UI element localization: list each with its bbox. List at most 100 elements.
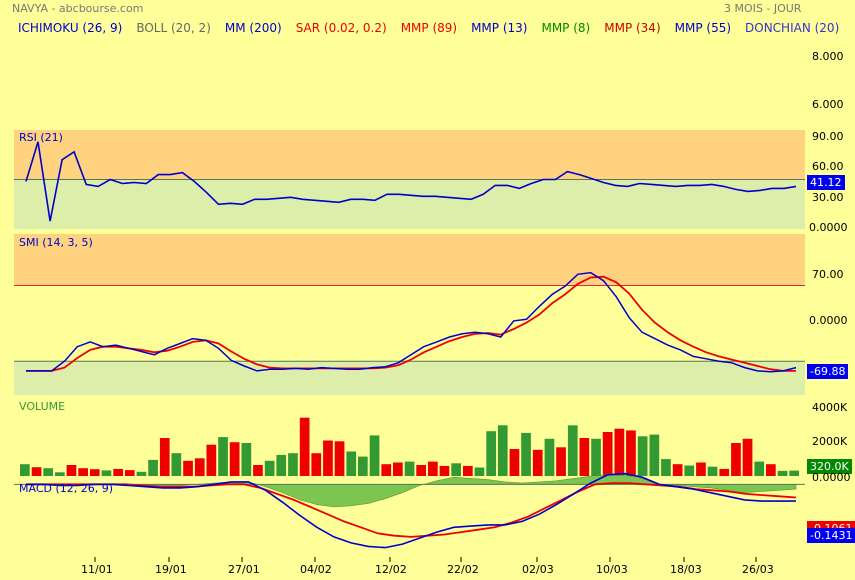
volume-bar bbox=[486, 431, 496, 476]
volume-bar bbox=[253, 465, 263, 476]
date-label: 02/03 bbox=[522, 563, 554, 576]
volume-bar bbox=[614, 428, 625, 476]
rsi-axis-0: 0.0000 bbox=[809, 221, 848, 234]
volume-bar bbox=[567, 425, 578, 476]
rsi-oversold-band bbox=[14, 179, 805, 229]
date-label: 11/01 bbox=[81, 563, 113, 576]
rsi-axis-90: 90.00 bbox=[812, 130, 844, 143]
indicator-mmp89[interactable]: MMP (89) bbox=[400, 21, 458, 35]
date-label: 04/02 bbox=[300, 563, 332, 576]
volume-bar bbox=[218, 437, 228, 476]
macd-last-value: -0.1431 bbox=[807, 528, 855, 543]
volume-bar bbox=[497, 425, 508, 476]
volume-bar bbox=[649, 434, 660, 476]
volume-bar bbox=[754, 461, 765, 476]
volume-bar bbox=[509, 449, 520, 476]
volume-bar bbox=[334, 441, 345, 476]
indicator-boll[interactable]: BOLL (20, 2) bbox=[136, 21, 211, 35]
date-label: 12/02 bbox=[375, 563, 407, 576]
date-label: 22/02 bbox=[447, 563, 479, 576]
volume-bar bbox=[124, 470, 135, 476]
smi-oversold-band bbox=[14, 361, 805, 395]
date-label: 10/03 bbox=[596, 563, 628, 576]
price-axis-8000: 8.000 bbox=[812, 50, 844, 63]
volume-bar bbox=[264, 460, 275, 476]
volume-bar bbox=[241, 443, 252, 476]
volume-bar bbox=[206, 444, 217, 476]
indicator-sar[interactable]: SAR (0.02, 0.2) bbox=[295, 21, 387, 35]
volume-bar bbox=[89, 469, 100, 476]
macd-axis-0: 0.0000 bbox=[812, 471, 851, 484]
volume-bar bbox=[183, 460, 193, 476]
volume-bar bbox=[684, 465, 695, 476]
smi-last-value: -69.88 bbox=[807, 364, 849, 379]
volume-bar bbox=[428, 461, 438, 476]
volume-bar bbox=[766, 464, 776, 476]
volume-bar bbox=[299, 417, 310, 476]
smi-line bbox=[26, 271, 797, 373]
volume-bar bbox=[579, 438, 590, 476]
volume-bar bbox=[451, 463, 461, 476]
indicator-mmp55[interactable]: MMP (55) bbox=[674, 21, 732, 35]
indicator-legend: ICHIMOKU (26, 9) BOLL (20, 2) MM (200) S… bbox=[18, 21, 839, 35]
smi-axis-0: 0.0000 bbox=[809, 314, 848, 327]
volume-bar bbox=[404, 461, 415, 476]
volume-bar bbox=[159, 438, 170, 476]
volume-last-value: 320.0K bbox=[807, 459, 852, 474]
volume-bar bbox=[276, 454, 287, 476]
macd-histogram bbox=[26, 474, 797, 508]
volume-bar bbox=[113, 468, 123, 476]
rsi-last-value: 41.12 bbox=[807, 175, 845, 190]
volume-bar bbox=[521, 432, 531, 476]
volume-bar bbox=[637, 436, 648, 476]
rsi-line bbox=[25, 141, 797, 222]
volume-bar bbox=[439, 465, 450, 476]
volume-bar bbox=[556, 447, 566, 476]
volume-bar bbox=[288, 453, 298, 476]
volume-bar bbox=[148, 459, 158, 476]
rsi-axis-60: 60.00 bbox=[812, 160, 844, 173]
volume-bar bbox=[20, 464, 30, 476]
volume-label: VOLUME bbox=[19, 400, 66, 413]
indicator-mm200[interactable]: MM (200) bbox=[224, 21, 282, 35]
period-label: 3 MOIS - JOUR bbox=[724, 2, 802, 15]
smi-axis-70: 70.00 bbox=[812, 268, 844, 281]
volume-bar bbox=[707, 466, 718, 476]
rsi-label: RSI (21) bbox=[19, 131, 63, 144]
volume-bar bbox=[66, 465, 77, 476]
volume-bar bbox=[229, 442, 240, 476]
volume-bar bbox=[719, 468, 730, 476]
volume-bar bbox=[101, 470, 112, 476]
volume-bar bbox=[696, 462, 706, 476]
volume-bar bbox=[416, 465, 426, 476]
volume-bar bbox=[55, 472, 65, 476]
volume-bar bbox=[311, 453, 322, 476]
volume-bar bbox=[358, 456, 368, 476]
volume-bar bbox=[136, 471, 147, 476]
indicator-mmp34[interactable]: MMP (34) bbox=[604, 21, 661, 35]
indicator-mmp8[interactable]: MMP (8) bbox=[541, 21, 591, 35]
volume-bar bbox=[591, 438, 601, 476]
macd-line bbox=[26, 472, 796, 549]
volume-axis-2000k: 2000K bbox=[812, 435, 848, 448]
volume-bar bbox=[346, 451, 357, 476]
volume-bar bbox=[323, 440, 333, 476]
smi-label: SMI (14, 3, 5) bbox=[19, 236, 93, 249]
indicator-ichimoku[interactable]: ICHIMOKU (26, 9) bbox=[18, 21, 123, 35]
volume-axis-4000k: 4000K bbox=[812, 401, 848, 414]
volume-bar bbox=[31, 467, 42, 476]
site-title: NAVYA - abcbourse.com bbox=[12, 2, 144, 15]
indicator-mmp13[interactable]: MMP (13) bbox=[471, 21, 528, 35]
volume-bar bbox=[393, 462, 403, 476]
volume-bar bbox=[43, 468, 53, 476]
volume-bar bbox=[777, 470, 788, 476]
volume-bar bbox=[532, 449, 543, 476]
price-axis-6000: 6.000 bbox=[812, 98, 844, 111]
indicator-donchian[interactable]: DONCHIAN (20) bbox=[745, 21, 840, 35]
date-label: 18/03 bbox=[670, 563, 702, 576]
volume-bar bbox=[171, 453, 182, 476]
volume-bar bbox=[661, 459, 671, 476]
date-label: 26/03 bbox=[742, 563, 774, 576]
volume-bar bbox=[381, 464, 392, 476]
